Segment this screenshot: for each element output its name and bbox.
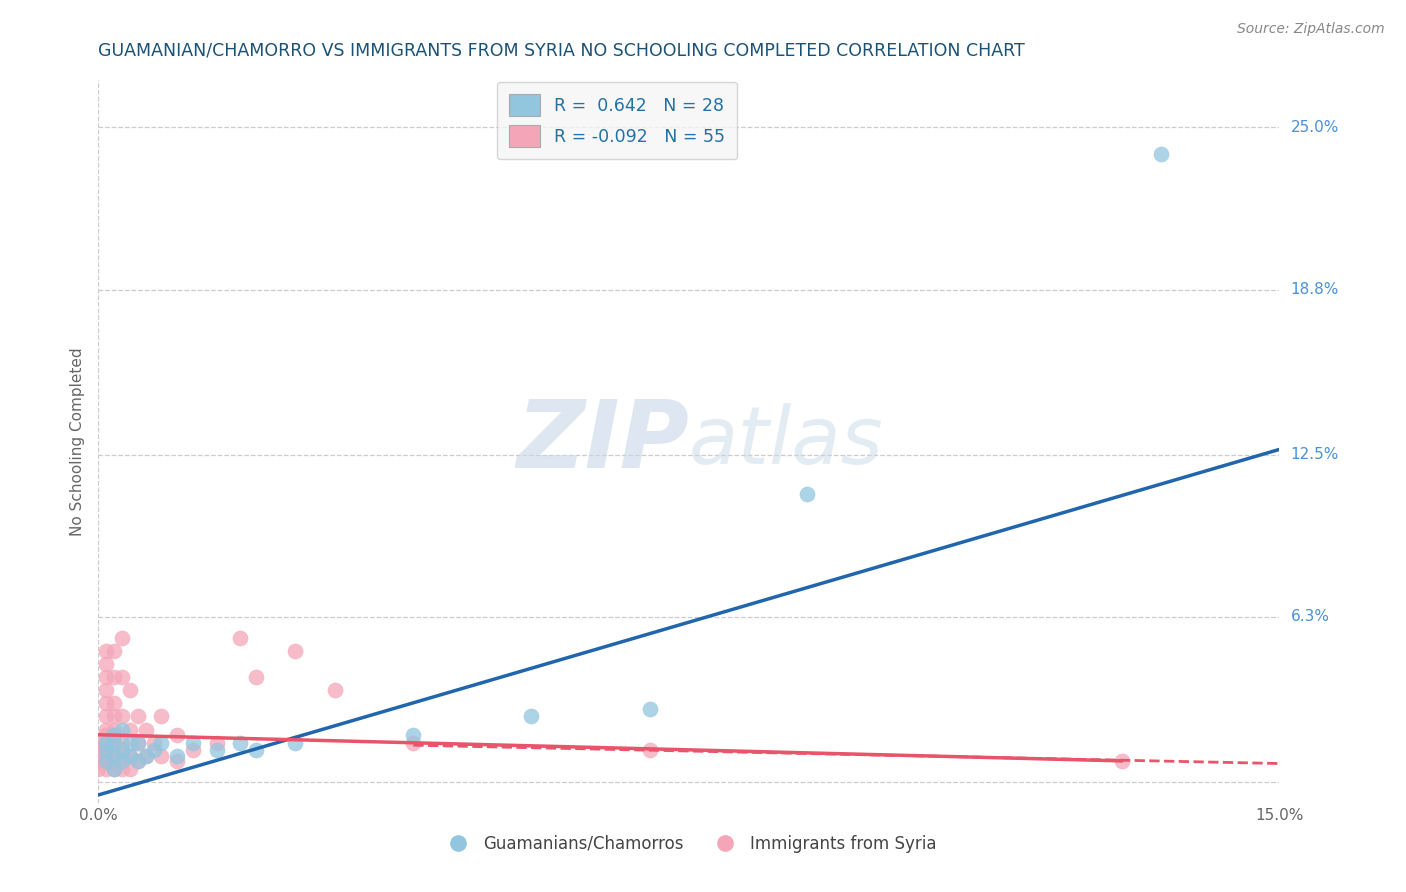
Point bbox=[96, 728, 118, 742]
Point bbox=[96, 696, 118, 710]
Point bbox=[96, 743, 118, 757]
Point bbox=[284, 735, 307, 749]
Point bbox=[181, 735, 204, 749]
Legend: Guamanians/Chamorros, Immigrants from Syria: Guamanians/Chamorros, Immigrants from Sy… bbox=[434, 828, 943, 860]
Point bbox=[96, 735, 118, 749]
Point bbox=[96, 657, 118, 671]
Point bbox=[229, 631, 252, 645]
Point bbox=[142, 735, 165, 749]
Point bbox=[96, 754, 118, 768]
Point bbox=[96, 683, 118, 698]
Point bbox=[402, 735, 425, 749]
Point bbox=[118, 748, 141, 763]
Point bbox=[103, 735, 125, 749]
Point bbox=[402, 728, 425, 742]
Point bbox=[96, 754, 118, 768]
Point bbox=[103, 644, 125, 658]
Point bbox=[111, 670, 134, 684]
Point bbox=[127, 735, 149, 749]
Point bbox=[111, 762, 134, 776]
Point bbox=[520, 709, 543, 723]
Point bbox=[118, 748, 141, 763]
Point bbox=[103, 748, 125, 763]
Y-axis label: No Schooling Completed: No Schooling Completed bbox=[69, 347, 84, 536]
Point bbox=[284, 644, 307, 658]
Point bbox=[111, 631, 134, 645]
Point bbox=[103, 748, 125, 763]
Point bbox=[205, 743, 228, 757]
Point bbox=[103, 696, 125, 710]
Text: Source: ZipAtlas.com: Source: ZipAtlas.com bbox=[1237, 22, 1385, 37]
Point bbox=[127, 735, 149, 749]
Point bbox=[638, 743, 661, 757]
Point bbox=[1150, 146, 1173, 161]
Point bbox=[87, 743, 110, 757]
Text: 18.8%: 18.8% bbox=[1291, 282, 1339, 297]
Point bbox=[96, 670, 118, 684]
Point bbox=[118, 683, 141, 698]
Point bbox=[111, 754, 134, 768]
Point bbox=[96, 723, 118, 737]
Point bbox=[87, 762, 110, 776]
Point bbox=[118, 735, 141, 749]
Point bbox=[245, 743, 267, 757]
Point bbox=[150, 748, 173, 763]
Point bbox=[142, 743, 165, 757]
Point bbox=[96, 743, 118, 757]
Point bbox=[135, 748, 157, 763]
Point bbox=[87, 754, 110, 768]
Point bbox=[127, 754, 149, 768]
Point bbox=[150, 709, 173, 723]
Point bbox=[135, 723, 157, 737]
Point bbox=[87, 735, 110, 749]
Point bbox=[166, 748, 188, 763]
Point bbox=[135, 748, 157, 763]
Point bbox=[111, 723, 134, 737]
Point bbox=[103, 754, 125, 768]
Text: 12.5%: 12.5% bbox=[1291, 447, 1339, 462]
Point bbox=[111, 735, 134, 749]
Point bbox=[181, 743, 204, 757]
Point bbox=[103, 709, 125, 723]
Point bbox=[103, 728, 125, 742]
Point bbox=[796, 487, 818, 501]
Point bbox=[118, 762, 141, 776]
Point bbox=[1111, 754, 1133, 768]
Point bbox=[103, 735, 125, 749]
Point bbox=[150, 735, 173, 749]
Point bbox=[638, 701, 661, 715]
Point bbox=[118, 723, 141, 737]
Point bbox=[103, 723, 125, 737]
Point bbox=[96, 748, 118, 763]
Text: atlas: atlas bbox=[689, 402, 884, 481]
Point bbox=[96, 735, 118, 749]
Point bbox=[111, 709, 134, 723]
Point bbox=[96, 762, 118, 776]
Point bbox=[103, 670, 125, 684]
Point bbox=[96, 644, 118, 658]
Point bbox=[245, 670, 267, 684]
Point bbox=[111, 743, 134, 757]
Point bbox=[205, 735, 228, 749]
Point bbox=[323, 683, 346, 698]
Point bbox=[111, 748, 134, 763]
Point bbox=[103, 762, 125, 776]
Point bbox=[166, 728, 188, 742]
Point bbox=[103, 762, 125, 776]
Point bbox=[127, 709, 149, 723]
Point bbox=[166, 754, 188, 768]
Point bbox=[127, 754, 149, 768]
Text: 25.0%: 25.0% bbox=[1291, 120, 1339, 135]
Point bbox=[229, 735, 252, 749]
Text: ZIP: ZIP bbox=[516, 395, 689, 488]
Point bbox=[96, 709, 118, 723]
Text: GUAMANIAN/CHAMORRO VS IMMIGRANTS FROM SYRIA NO SCHOOLING COMPLETED CORRELATION C: GUAMANIAN/CHAMORRO VS IMMIGRANTS FROM SY… bbox=[98, 41, 1025, 59]
Text: 6.3%: 6.3% bbox=[1291, 609, 1330, 624]
